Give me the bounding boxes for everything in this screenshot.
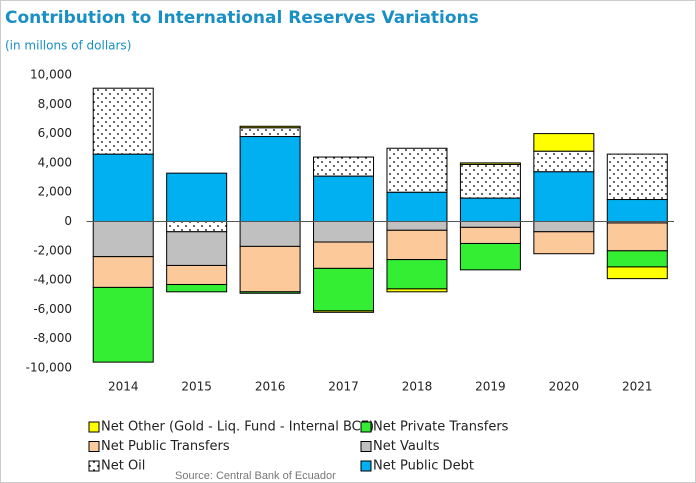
y-tick-label: 6,000	[38, 126, 72, 140]
legend-swatch	[360, 460, 372, 472]
x-tick-label: 2019	[475, 380, 506, 394]
bar-segment	[313, 221, 375, 243]
y-tick-label: 10,000	[30, 68, 72, 82]
bar-segment	[239, 291, 301, 294]
bar-segment	[459, 197, 521, 222]
bar-segment	[533, 150, 595, 173]
bar-segment	[166, 231, 228, 266]
legend-label: Net Vaults	[373, 439, 440, 454]
bar-segment	[313, 310, 375, 313]
bar-segment	[386, 191, 448, 222]
bar-segment	[459, 242, 521, 271]
legend-label: Net Oil	[101, 459, 145, 474]
bar-segment	[313, 241, 375, 269]
legend-swatch	[88, 421, 100, 433]
x-tick-label: 2015	[181, 380, 212, 394]
legend-label: Net Public Debt	[373, 459, 474, 474]
x-tick-label: 2018	[402, 380, 433, 394]
source: Source: Central Bank of Ecuador	[175, 470, 336, 482]
bar-segment	[239, 125, 301, 129]
bar-segment	[386, 147, 448, 193]
legend-label: Net Other (Gold - Liq. Fund - Internal B…	[101, 420, 374, 435]
bar-segment	[533, 221, 595, 233]
y-tick-label: 4,000	[38, 155, 72, 169]
bar-segment	[313, 267, 375, 312]
bar-segment	[606, 199, 668, 222]
legend-swatch	[360, 441, 372, 452]
bar-segment	[166, 283, 228, 293]
bar-segment	[239, 127, 301, 138]
bar-segment	[606, 266, 668, 280]
y-tick-label: 0	[64, 214, 72, 228]
bar-segment	[606, 250, 668, 268]
legend-label: Net Public Transfers	[101, 439, 230, 454]
y-tick-label: -2,000	[33, 243, 72, 257]
y-tick-label: -10,000	[26, 361, 72, 375]
bar-segment	[92, 256, 154, 288]
bar-segment	[459, 163, 521, 199]
x-tick-label: 2020	[549, 380, 580, 394]
bar-segment	[166, 264, 228, 285]
bar-segment	[239, 221, 301, 247]
y-tick-label: 8,000	[38, 97, 72, 111]
chart-subtitle: (in millons of dollars)	[5, 39, 131, 53]
bar-segment	[386, 229, 448, 261]
bar-segment	[606, 222, 668, 252]
bar-segment	[313, 175, 375, 223]
bar-segment	[459, 162, 521, 165]
x-tick-label: 2014	[108, 380, 139, 394]
bar-segment	[386, 259, 448, 290]
y-tick-label: 2,000	[38, 185, 72, 199]
chart-title: Contribution to International Reserves V…	[5, 8, 479, 28]
y-tick-label: -8,000	[33, 331, 72, 345]
bar-segment	[239, 136, 301, 222]
bar-segment	[313, 156, 375, 177]
bar-segment	[92, 87, 154, 155]
legend-label: Net Private Transfers	[373, 420, 509, 435]
bar-segment	[166, 221, 228, 233]
bar-segment	[533, 231, 595, 255]
x-tick-label: 2017	[328, 380, 359, 394]
bar-segment	[459, 221, 521, 228]
bar-segment	[92, 221, 154, 258]
bar-segment	[166, 172, 228, 222]
bar-segment	[386, 288, 448, 293]
x-tick-label: 2016	[255, 380, 286, 394]
bar-segment	[533, 133, 595, 152]
legend-swatch	[88, 441, 100, 452]
legend-swatch	[360, 421, 372, 433]
bar-segment	[92, 286, 154, 363]
bar-segment	[92, 153, 154, 222]
legend-swatch	[88, 460, 100, 472]
bar-segment	[533, 171, 595, 223]
x-tick-label: 2021	[622, 380, 653, 394]
bar-segment	[459, 226, 521, 244]
y-tick-label: -6,000	[33, 302, 72, 316]
bar-segment	[386, 221, 448, 231]
bar-segment	[606, 153, 668, 201]
bar-segment	[239, 245, 301, 293]
y-tick-label: -4,000	[33, 273, 72, 287]
